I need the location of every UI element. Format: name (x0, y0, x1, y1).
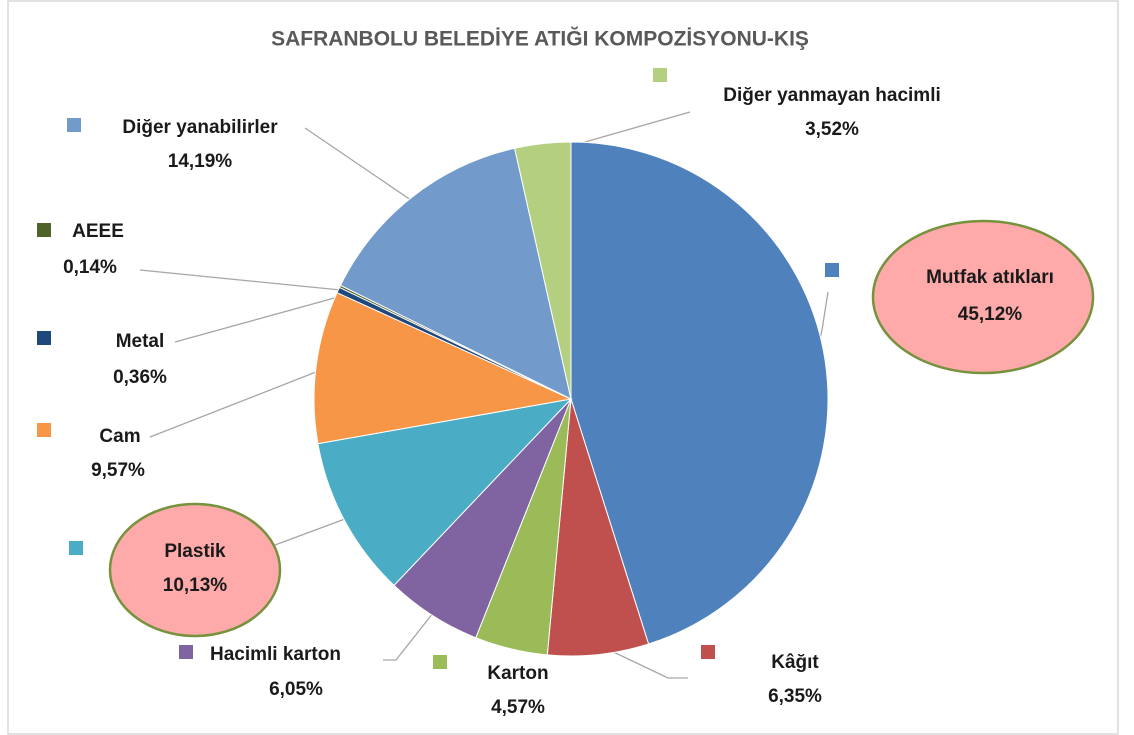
slice-label: Mutfak atıkları (926, 267, 1054, 288)
leader-line (139, 269, 350, 292)
highlight (871, 219, 1095, 375)
value-label: 0,36% (113, 367, 167, 388)
slice-label: Karton (487, 663, 548, 684)
leader-line (383, 606, 439, 661)
pie-slice (514, 141, 572, 400)
legend-swatch (653, 68, 667, 82)
leader-line (274, 515, 354, 546)
slice-label: Metal (116, 331, 165, 352)
slice-label: Plastik (164, 541, 226, 562)
chart-title: SAFRANBOLU BELEDİYE ATIĞI KOMPOZİSYONU-K… (271, 27, 809, 51)
value-label: 3,52% (805, 119, 859, 140)
value-label: 4,57% (491, 697, 545, 718)
value-label: 6,05% (269, 679, 323, 700)
legend-swatch (179, 645, 193, 659)
leader-line (597, 643, 688, 679)
value-label: 10,13% (163, 575, 228, 596)
slice-label: Diğer yanabilirler (122, 117, 278, 138)
slice-label: Kâğıt (771, 652, 819, 673)
slice-label: Diğer yanmayan hacimli (723, 85, 941, 106)
legend-swatch (67, 118, 81, 132)
legend-swatch (37, 223, 51, 237)
legend-swatch (37, 331, 51, 345)
legend-swatch (701, 645, 715, 659)
value-label: 0,14% (63, 257, 117, 278)
leader-line (174, 293, 348, 343)
legend-swatch (433, 655, 447, 669)
slice-label: Cam (99, 426, 140, 447)
legend-swatch (37, 423, 51, 437)
legend-swatch (69, 541, 83, 555)
pie-slice (317, 398, 573, 587)
slice-label: AEEE (72, 221, 124, 242)
pie-slice (313, 291, 573, 445)
value-label: 6,35% (768, 686, 822, 707)
pie-slice (339, 147, 572, 400)
value-label: 45,12% (958, 304, 1023, 325)
value-label: 9,57% (91, 460, 145, 481)
pie-slice (570, 141, 829, 645)
leader-line (149, 367, 327, 438)
slice-label: Hacimli karton (210, 644, 341, 665)
legend-swatch (825, 263, 839, 277)
highlight (108, 502, 282, 638)
value-label: 14,19% (168, 151, 233, 172)
leader-line (304, 127, 419, 206)
